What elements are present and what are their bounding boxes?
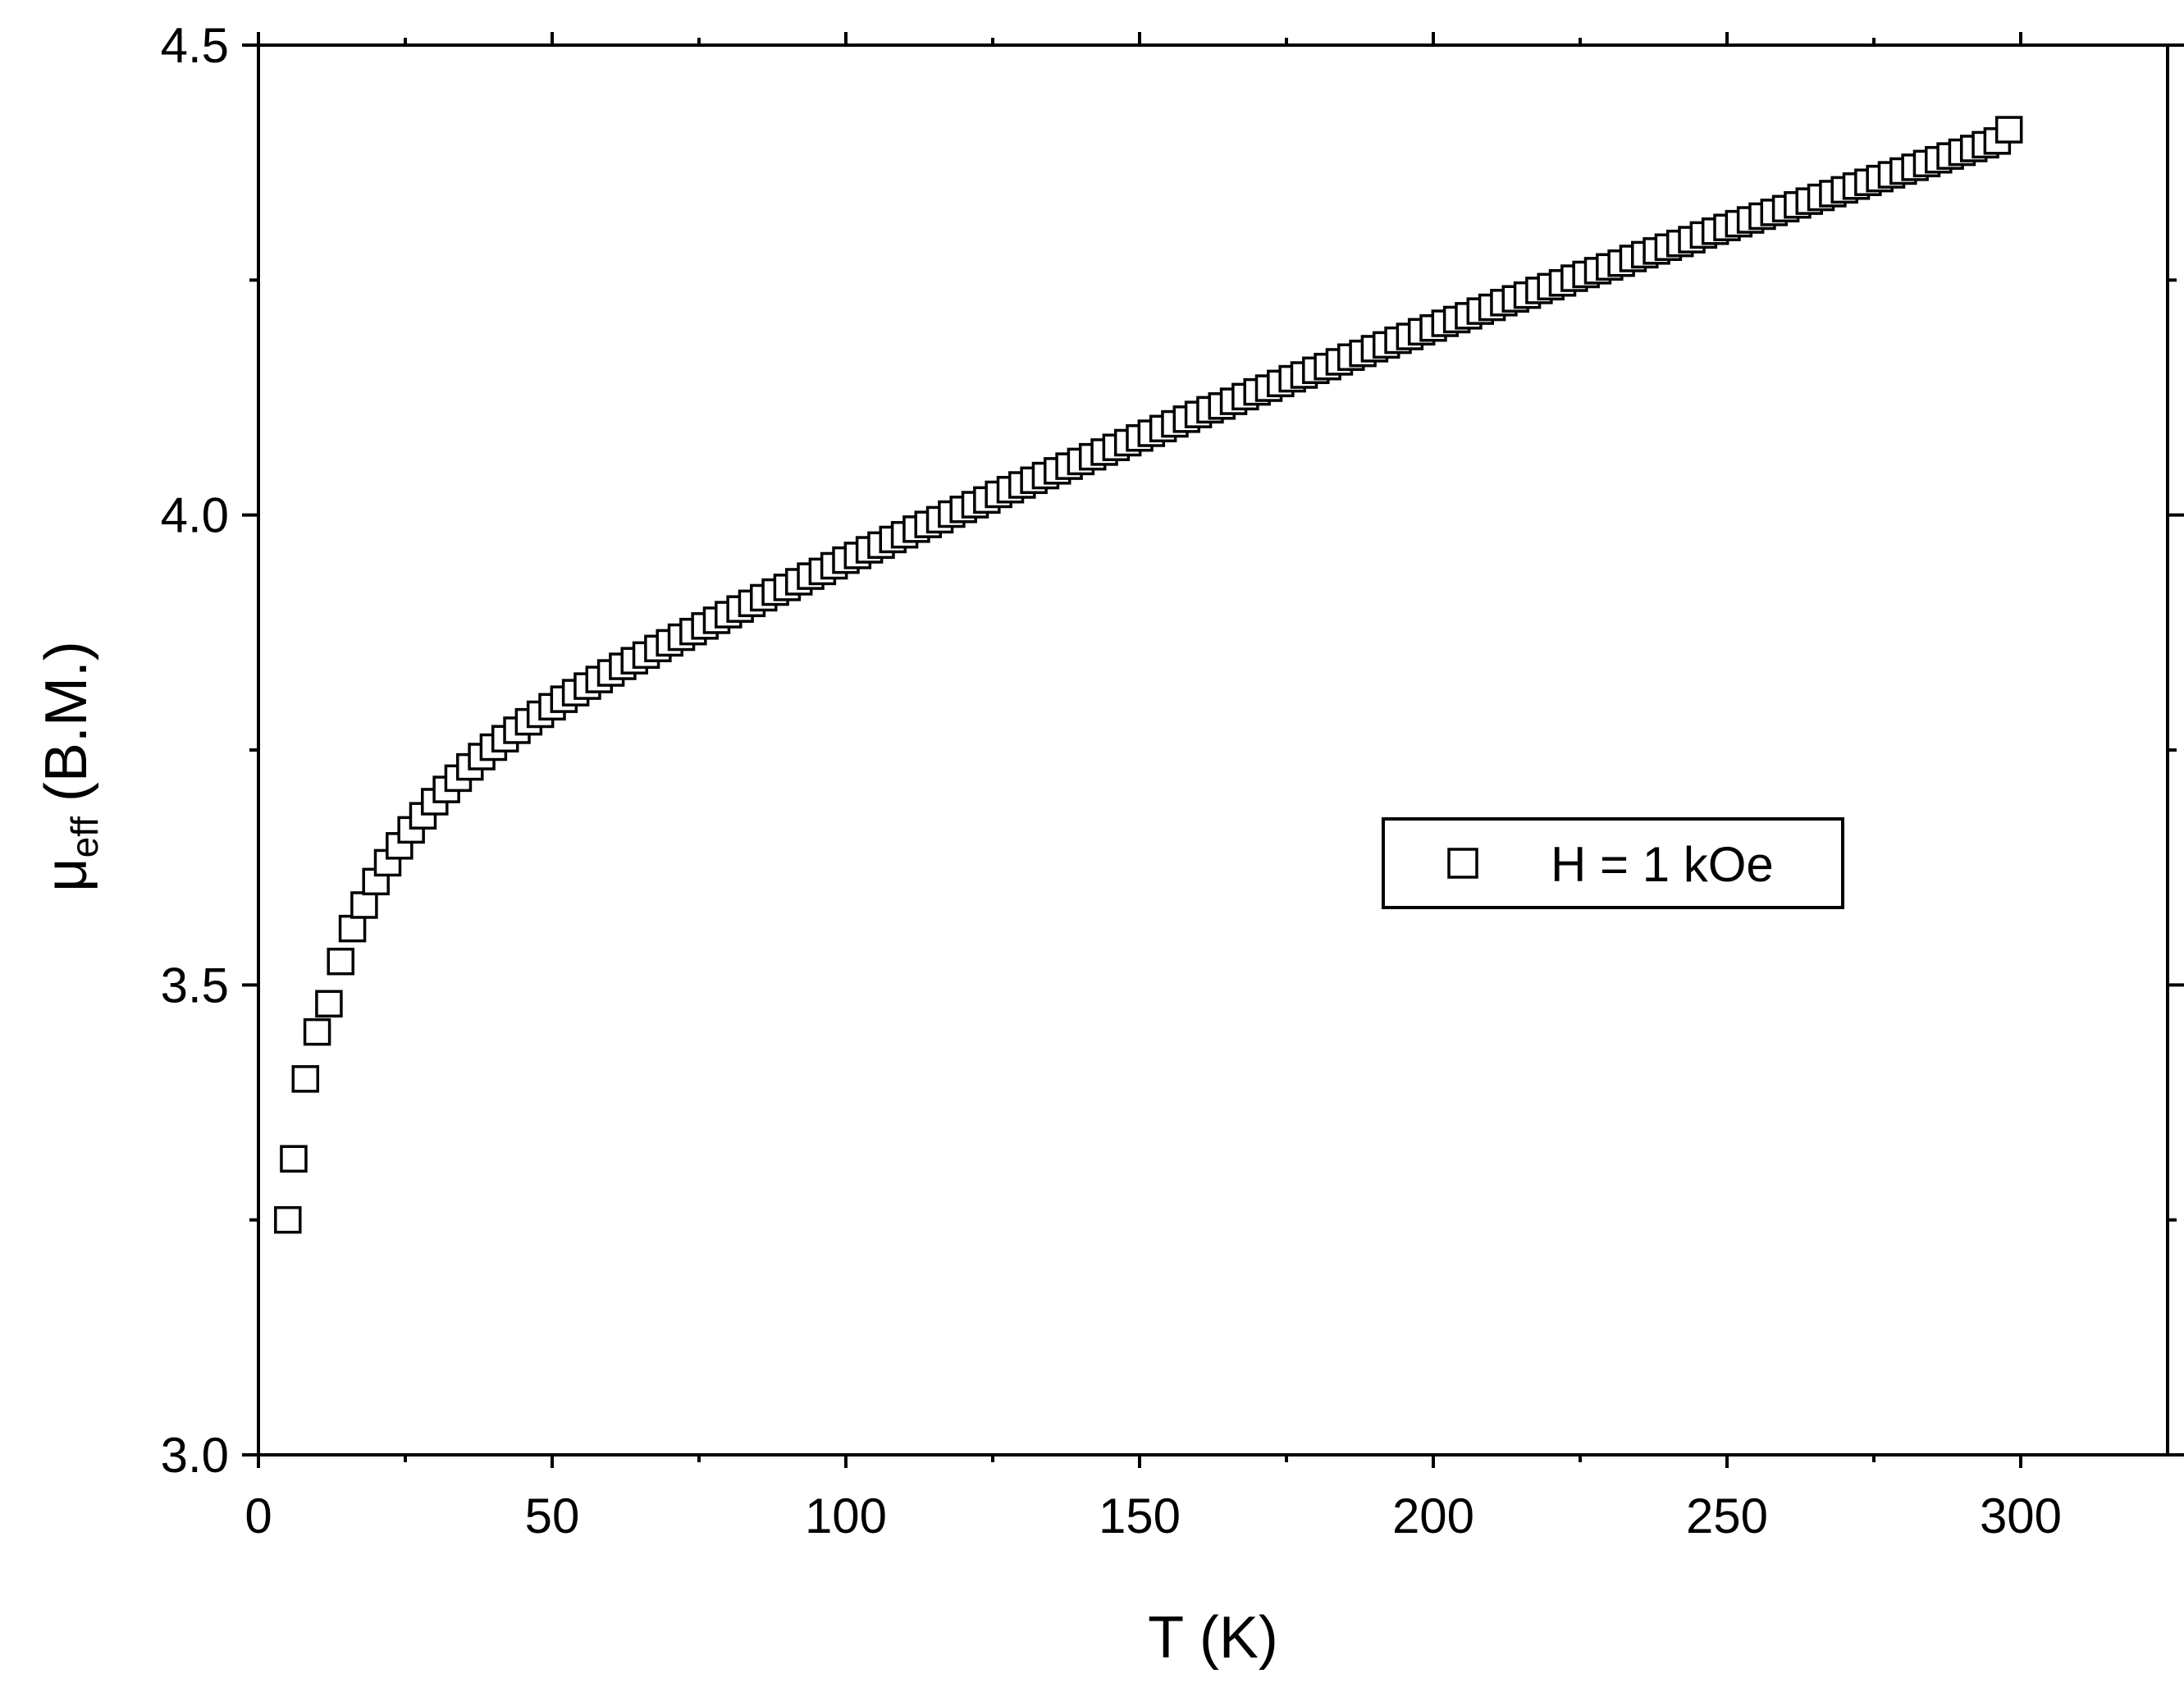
y-axis-title-unit: (B.M.) <box>34 641 99 802</box>
data-point <box>1994 116 2023 144</box>
data-point <box>303 1017 331 1046</box>
data-point <box>280 1145 308 1173</box>
x-axis-title: T (K) <box>1148 1605 1278 1671</box>
y-axis: 3.0 3.5 4.0 4.5 <box>161 18 2184 1483</box>
y-tick-label: 4.5 <box>161 18 229 73</box>
y-tick-label: 3.0 <box>161 1428 229 1483</box>
y-tick-label: 4.0 <box>161 488 229 543</box>
legend-label: H = 1 kOe <box>1551 837 1774 892</box>
plot-frame <box>257 43 2169 1456</box>
x-tick-label: 200 <box>1392 1489 1474 1543</box>
x-tick-label: 300 <box>1980 1489 2062 1543</box>
x-tick-label: 100 <box>805 1489 887 1543</box>
x-tick-label: 50 <box>525 1489 580 1543</box>
y-axis-title-subscript: eff <box>63 816 106 858</box>
y-axis-title: μeff (B.M.) <box>34 641 106 892</box>
data-point <box>274 1205 302 1234</box>
data-point <box>327 947 354 976</box>
legend-marker <box>1447 848 1478 879</box>
x-tick-label: 250 <box>1686 1489 1768 1543</box>
y-tick-label: 3.5 <box>161 958 229 1013</box>
series-points <box>274 116 2023 1234</box>
data-point <box>315 990 343 1017</box>
y-axis-title-symbol: μ <box>34 857 99 891</box>
x-tick-label: 0 <box>244 1489 272 1543</box>
x-axis: 0 50 100 150 200 250 300 <box>244 32 2062 1543</box>
data-point <box>291 1065 320 1093</box>
data-point <box>350 891 378 919</box>
legend: H = 1 kOe <box>1382 817 1844 909</box>
data-point <box>338 914 367 943</box>
x-tick-label: 150 <box>1099 1489 1181 1543</box>
